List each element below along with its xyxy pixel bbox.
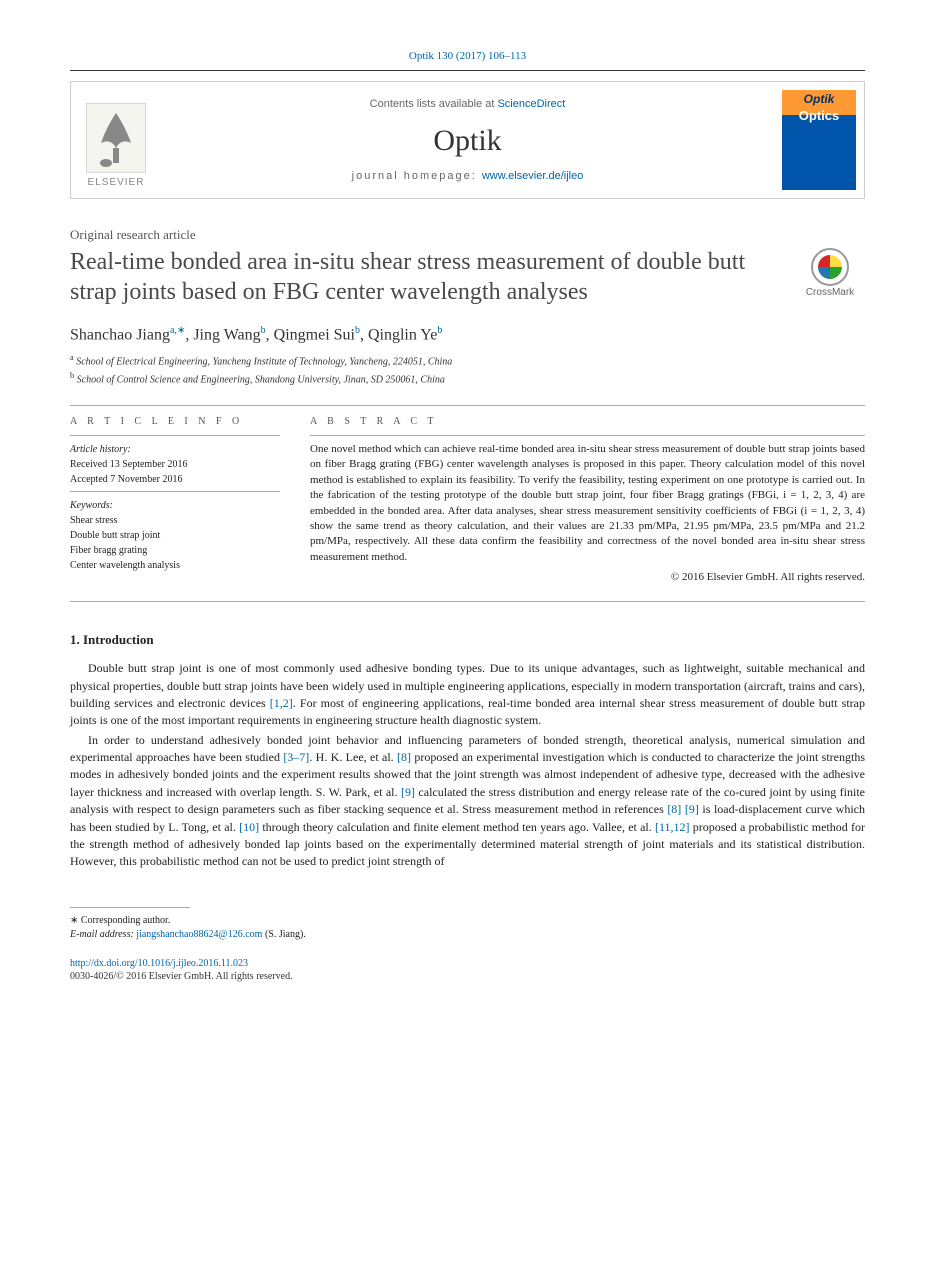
author-4: , Qinglin Ye bbox=[360, 326, 437, 343]
author-2: , Jing Wang bbox=[185, 326, 260, 343]
para-2: In order to understand adhesively bonded… bbox=[70, 732, 865, 871]
info-abstract-row: A R T I C L E I N F O Article history: R… bbox=[70, 416, 865, 583]
keywords-label: Keywords: bbox=[70, 500, 113, 511]
author-1: Shanchao Jiang bbox=[70, 326, 170, 343]
ref-3-7[interactable]: [3–7] bbox=[283, 750, 309, 764]
email-link[interactable]: jiangshanchao88624@126.com bbox=[136, 929, 262, 940]
article-type: Original research article bbox=[70, 227, 865, 243]
header-center: Contents lists available at ScienceDirec… bbox=[161, 82, 774, 198]
cover-thumbnail: Optik Optics bbox=[782, 90, 856, 190]
ref-9[interactable]: [9] bbox=[401, 785, 415, 799]
body-text: Double butt strap joint is one of most c… bbox=[70, 660, 865, 871]
author-1-aff[interactable]: a, bbox=[170, 325, 177, 336]
ref-8b[interactable]: [8] bbox=[667, 802, 681, 816]
keyword-2: Double butt strap joint bbox=[70, 530, 160, 541]
journal-title: Optik bbox=[161, 124, 774, 158]
abstract-label: A B S T R A C T bbox=[310, 416, 865, 427]
affiliations: a School of Electrical Engineering, Yanc… bbox=[70, 352, 865, 387]
publisher-name: ELSEVIER bbox=[88, 177, 145, 188]
corr-label: ∗ Corresponding author. bbox=[70, 914, 865, 928]
history-label: Article history: bbox=[70, 444, 131, 455]
homepage-line: journal homepage: www.elsevier.de/ijleo bbox=[161, 170, 774, 182]
cover-text-2: Optics bbox=[799, 108, 839, 123]
history-block: Article history: Received 13 September 2… bbox=[70, 435, 280, 487]
keyword-3: Fiber bragg grating bbox=[70, 545, 147, 556]
received-date: Received 13 September 2016 bbox=[70, 459, 187, 470]
article-info-col: A R T I C L E I N F O Article history: R… bbox=[70, 416, 280, 583]
journal-header: ELSEVIER Contents lists available at Sci… bbox=[70, 81, 865, 199]
email-suffix: (S. Jiang). bbox=[262, 929, 305, 940]
author-3: , Qingmei Sui bbox=[266, 326, 355, 343]
ref-10[interactable]: [10] bbox=[239, 820, 259, 834]
ref-1-2[interactable]: [1,2] bbox=[270, 696, 293, 710]
p2-b: . H. K. Lee, et al. bbox=[309, 750, 397, 764]
issn-line: 0030-4026/© 2016 Elsevier GmbH. All righ… bbox=[70, 971, 865, 982]
para-1: Double butt strap joint is one of most c… bbox=[70, 660, 865, 730]
keyword-4: Center wavelength analysis bbox=[70, 560, 180, 571]
affiliation-a: School of Electrical Engineering, Yanche… bbox=[76, 357, 452, 368]
abstract-rule bbox=[310, 435, 865, 436]
homepage-link[interactable]: www.elsevier.de/ijleo bbox=[482, 170, 584, 182]
journal-cover: Optik Optics bbox=[774, 82, 864, 198]
authors-line: Shanchao Jianga,∗, Jing Wangb, Qingmei S… bbox=[70, 325, 865, 344]
sciencedirect-link[interactable]: ScienceDirect bbox=[497, 98, 565, 110]
affiliation-b: School of Control Science and Engineerin… bbox=[77, 374, 445, 385]
doi-line: http://dx.doi.org/10.1016/j.ijleo.2016.1… bbox=[70, 958, 865, 969]
abstract-copyright: © 2016 Elsevier GmbH. All rights reserve… bbox=[310, 571, 865, 583]
contents-prefix: Contents lists available at bbox=[370, 98, 498, 110]
doi-link[interactable]: http://dx.doi.org/10.1016/j.ijleo.2016.1… bbox=[70, 958, 248, 969]
p2-g: through theory calculation and finite el… bbox=[259, 820, 655, 834]
citation-line: Optik 130 (2017) 106–113 bbox=[70, 50, 865, 62]
cover-text-1: Optik bbox=[804, 92, 835, 106]
accepted-date: Accepted 7 November 2016 bbox=[70, 474, 182, 485]
crossmark-label: CrossMark bbox=[806, 287, 854, 298]
corresponding-author: ∗ Corresponding author. E-mail address: … bbox=[70, 914, 865, 942]
ref-11-12[interactable]: [11,12] bbox=[655, 820, 690, 834]
email-label: E-mail address: bbox=[70, 929, 136, 940]
keywords-block: Keywords: Shear stress Double butt strap… bbox=[70, 491, 280, 573]
top-rule bbox=[70, 70, 865, 71]
contents-available: Contents lists available at ScienceDirec… bbox=[161, 98, 774, 110]
section-1-heading: 1. Introduction bbox=[70, 632, 865, 648]
crossmark-icon bbox=[810, 247, 850, 287]
keyword-1: Shear stress bbox=[70, 515, 118, 526]
abstract-col: A B S T R A C T One novel method which c… bbox=[310, 416, 865, 583]
author-4-aff[interactable]: b bbox=[437, 325, 442, 336]
title-row: Real-time bonded area in-situ shear stre… bbox=[70, 247, 865, 307]
footer-rule bbox=[70, 907, 190, 908]
article-title: Real-time bonded area in-situ shear stre… bbox=[70, 247, 795, 307]
ref-8[interactable]: [8] bbox=[397, 750, 411, 764]
publisher-logo: ELSEVIER bbox=[71, 82, 161, 198]
abstract-text: One novel method which can achieve real-… bbox=[310, 442, 865, 565]
article-info-label: A R T I C L E I N F O bbox=[70, 416, 280, 427]
ref-9b[interactable]: [9] bbox=[685, 802, 699, 816]
page-root: Optik 130 (2017) 106–113 ELSEVIER Conten… bbox=[0, 0, 935, 1022]
rule-below-abstract bbox=[70, 601, 865, 602]
rule-above-abstract bbox=[70, 405, 865, 406]
homepage-prefix: journal homepage: bbox=[352, 170, 482, 182]
elsevier-tree-icon bbox=[86, 103, 146, 173]
crossmark-badge[interactable]: CrossMark bbox=[795, 247, 865, 298]
